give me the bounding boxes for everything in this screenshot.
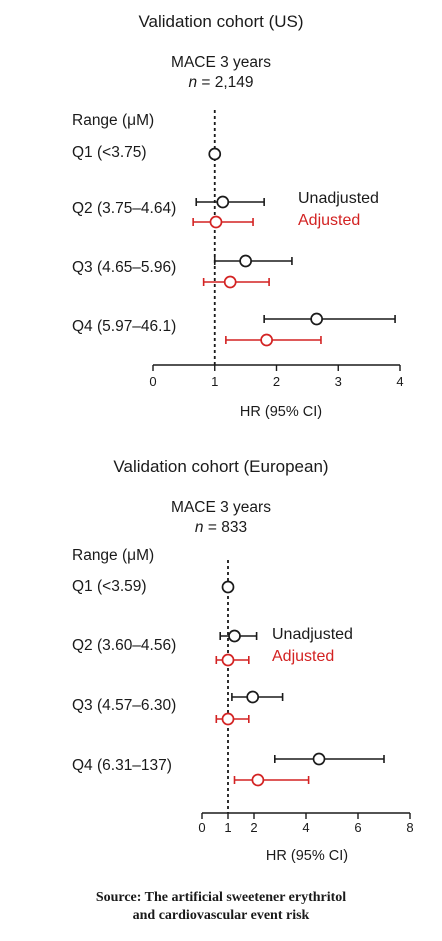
source-line-2: and cardiovascular event risk <box>132 908 310 923</box>
unadjusted-hr-point <box>208 147 222 161</box>
quartile-label: Q2 (3.75–4.64) <box>72 200 177 217</box>
chart-title: Validation cohort (European) <box>113 457 329 476</box>
unadjusted-hr-point <box>228 629 241 643</box>
forest-plot-us: 0 1 2 3 4 <box>149 110 404 389</box>
outcome-label: MACE 3 years <box>171 54 271 71</box>
legend-unadjusted: Unadjusted <box>298 190 379 207</box>
x-axis-label: HR (95% CI) <box>239 404 323 420</box>
quartile-label: Q3 (4.57–6.30) <box>72 697 177 714</box>
quartile-label: Q4 (5.97–46.1) <box>72 318 177 335</box>
unadjusted-hr-point <box>312 752 326 766</box>
unadjusted-hr-point <box>239 254 252 268</box>
x-tick-label: 0 <box>149 374 156 389</box>
range-header: Range (μM) <box>72 112 155 129</box>
x-tick-label: 1 <box>224 820 231 835</box>
x-axis-label: HR (95% CI) <box>265 848 349 864</box>
adjusted-hr-point <box>221 712 235 726</box>
unadjusted-hr-point <box>246 690 260 704</box>
source-line-1: Source: The artificial sweetener erythri… <box>95 890 347 905</box>
n-value: = 2,149 <box>201 74 254 91</box>
sample-size: n = 2,149 <box>0 73 442 93</box>
n-symbol: n <box>188 74 198 91</box>
adjusted-hr-point <box>223 275 237 289</box>
legend-adjusted: Adjusted <box>272 648 335 665</box>
legend-unadjusted: Unadjusted <box>272 626 353 643</box>
n-value: = 833 <box>207 519 248 536</box>
quartile-label: Q2 (3.60–4.56) <box>72 637 177 654</box>
x-tick-label: 6 <box>354 820 361 835</box>
sample-size: n = 833 <box>0 518 442 538</box>
legend: Unadjusted Adjusted <box>272 624 353 668</box>
x-tick-label: 0 <box>198 820 205 835</box>
outcome-label: MACE 3 years <box>171 499 271 516</box>
adjusted-hr-point <box>221 653 235 667</box>
adjusted-hr-point <box>209 215 223 229</box>
x-tick-label: 3 <box>335 374 342 389</box>
forest-plot-european: 0 1 2 4 6 8 <box>198 560 414 835</box>
quartile-label: Q4 (6.31–137) <box>72 757 172 774</box>
x-tick-label: 4 <box>302 820 309 835</box>
source-caption: Source: The artificial sweetener erythri… <box>0 889 442 925</box>
n-symbol: n <box>194 519 204 536</box>
quartile-label: Q1 (<3.59) <box>72 578 147 595</box>
unadjusted-hr-point <box>221 580 235 594</box>
x-tick-label: 4 <box>396 374 403 389</box>
quartile-label: Q1 (<3.75) <box>72 144 147 161</box>
adjusted-hr-point <box>251 773 265 787</box>
unadjusted-hr-point <box>310 312 323 326</box>
x-tick-label: 8 <box>406 820 413 835</box>
quartile-label: Q3 (4.65–5.96) <box>72 259 177 276</box>
chart-title: Validation cohort (US) <box>138 12 304 31</box>
adjusted-hr-point <box>260 333 273 347</box>
legend-adjusted: Adjusted <box>298 212 361 229</box>
legend: Unadjusted Adjusted <box>298 188 379 232</box>
x-tick-label: 2 <box>273 374 280 389</box>
x-tick-label: 1 <box>211 374 218 389</box>
unadjusted-hr-point <box>216 195 230 209</box>
range-header: Range (μM) <box>72 547 155 564</box>
x-tick-label: 2 <box>250 820 257 835</box>
